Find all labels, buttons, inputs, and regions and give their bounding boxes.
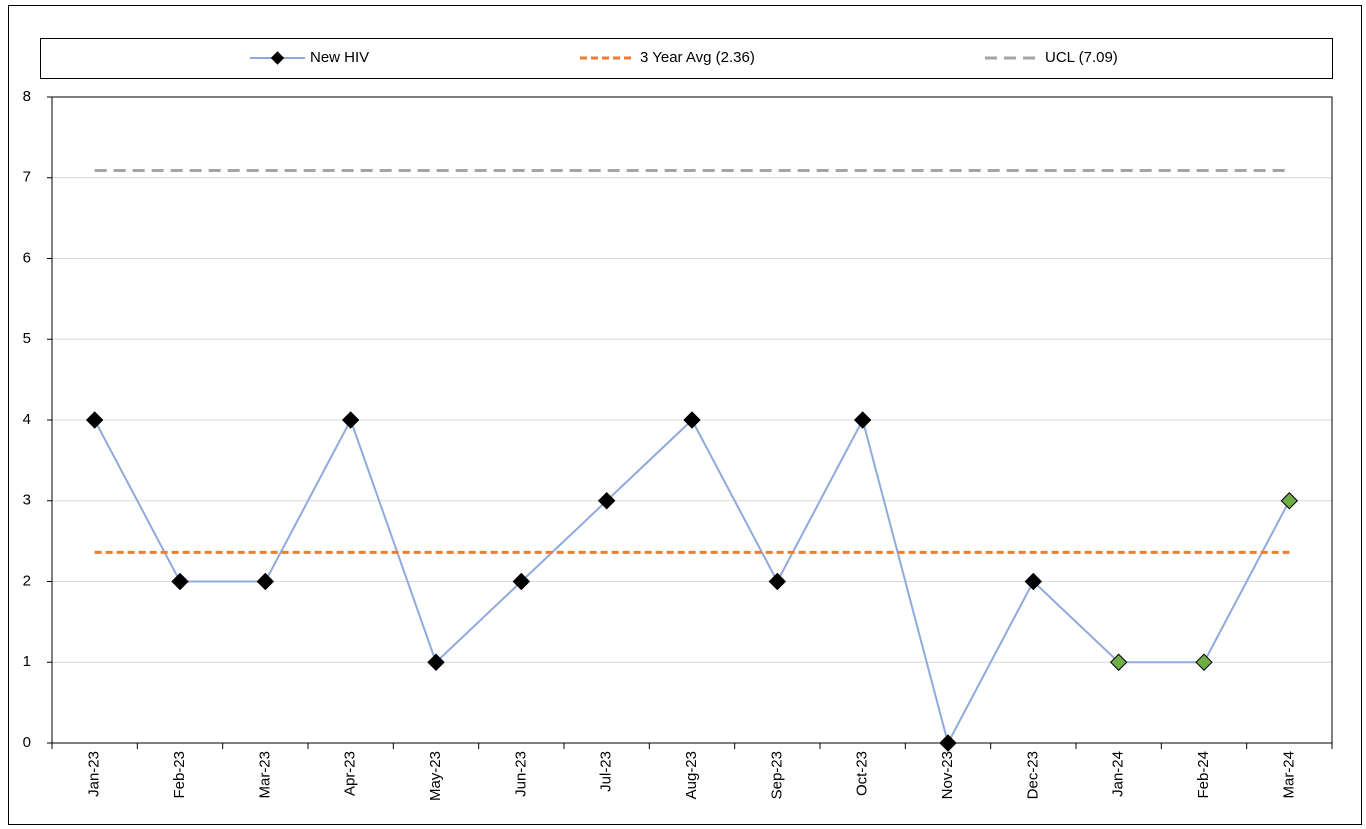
y-tick-label: 3 — [23, 492, 31, 509]
legend-label: New HIV — [310, 49, 369, 66]
x-tick-label: Jan-23 — [86, 751, 103, 797]
y-tick-label: 8 — [23, 88, 31, 105]
data-point — [853, 411, 872, 429]
x-tick-label: Jun-23 — [512, 751, 529, 797]
x-tick-label: Jan-24 — [1110, 751, 1127, 797]
x-tick-label: Jul-23 — [598, 751, 615, 792]
x-tick-label: May-23 — [427, 751, 444, 801]
data-point — [1195, 653, 1213, 671]
legend-marker — [270, 51, 285, 65]
data-point — [683, 411, 701, 429]
data-point — [427, 653, 445, 671]
data-point — [171, 572, 189, 591]
plot-area — [51, 96, 1333, 744]
y-tick-label: 4 — [23, 411, 31, 428]
data-point — [85, 411, 104, 429]
data-point — [1280, 492, 1299, 510]
data-point — [597, 492, 616, 510]
data-point — [512, 572, 531, 591]
y-tick-label: 1 — [23, 653, 31, 670]
x-tick-label: Sep-23 — [768, 751, 785, 799]
x-tick-label: Mar-24 — [1280, 751, 1297, 799]
y-tick-label: 6 — [23, 249, 31, 266]
chart-frame — [8, 5, 1362, 825]
x-tick-label: Nov-23 — [939, 751, 956, 799]
data-point — [341, 411, 360, 429]
x-tick-label: Oct-23 — [854, 751, 871, 796]
x-tick-label: Aug-23 — [683, 751, 700, 799]
x-tick-label: Feb-24 — [1195, 751, 1212, 799]
data-point — [256, 572, 275, 591]
x-tick-label: Mar-23 — [256, 751, 273, 799]
y-tick-label: 2 — [23, 572, 31, 589]
x-tick-label: Apr-23 — [342, 751, 359, 796]
y-tick-label: 0 — [23, 734, 31, 751]
legend-label: 3 Year Avg (2.36) — [640, 49, 755, 66]
x-tick-label: Feb-23 — [171, 751, 188, 799]
y-tick-label: 7 — [23, 169, 31, 186]
data-point — [1109, 653, 1128, 671]
y-tick-label: 5 — [23, 330, 31, 347]
data-point — [939, 734, 957, 752]
data-point — [768, 572, 787, 591]
data-point — [1024, 572, 1043, 591]
legend-label: UCL (7.09) — [1045, 49, 1118, 66]
x-tick-label: Dec-23 — [1024, 751, 1041, 799]
